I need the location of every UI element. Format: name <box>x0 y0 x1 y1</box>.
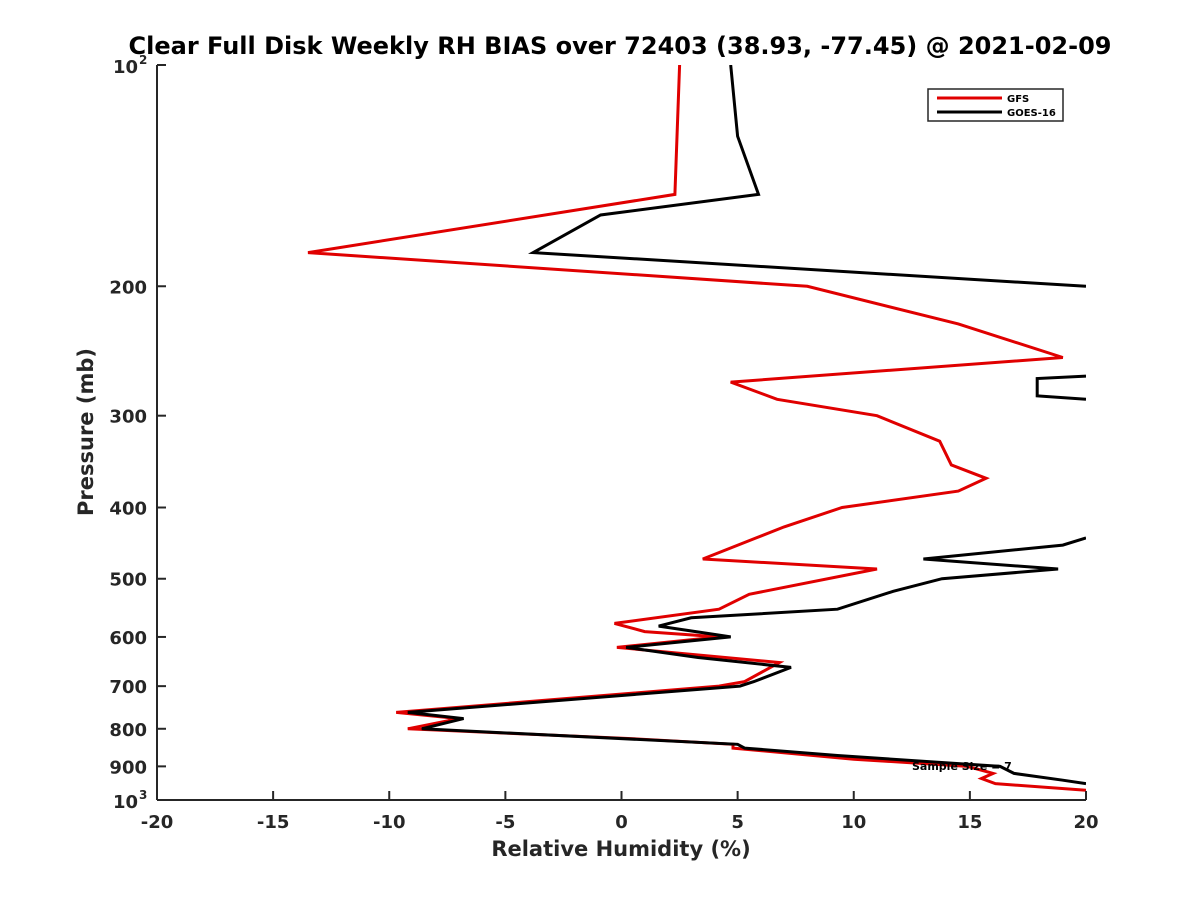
y-tick-label: 700 <box>109 677 147 698</box>
y-axis-label: Pressure (mb) <box>74 348 98 516</box>
y-tick-label: 10 <box>113 792 138 813</box>
x-tick-label: -10 <box>373 812 406 833</box>
y-tick-label: 800 <box>109 720 147 741</box>
y-tick-label: 600 <box>109 628 147 649</box>
y-tick-label: 10 <box>113 57 138 78</box>
x-tick-label: -15 <box>257 812 290 833</box>
x-tick-label: 0 <box>615 812 628 833</box>
y-tick-exponent: 3 <box>139 788 147 802</box>
sample-size-annotation: Sample Size = 7 <box>912 760 1012 773</box>
legend-label-goes-16: GOES-16 <box>1007 108 1056 119</box>
y-tick-label: 400 <box>109 499 147 520</box>
legend-box <box>927 88 1064 122</box>
y-tick-label: 300 <box>109 407 147 428</box>
x-ticks: -20 -15 -10 -5 0 5 10 15 20 <box>141 791 1099 833</box>
y-tick-label: 200 <box>109 277 147 298</box>
plot-lines <box>307 65 1086 792</box>
chart-title: Clear Full Disk Weekly RH BIAS over 7240… <box>129 32 1112 60</box>
series-line-gfs <box>307 65 1086 792</box>
series-line-goes-16 <box>407 65 1086 786</box>
legend-label-gfs: GFS <box>1007 94 1029 105</box>
x-axis-label: Relative Humidity (%) <box>491 837 750 861</box>
x-tick-label: 5 <box>731 812 744 833</box>
x-tick-label: -20 <box>141 812 174 833</box>
y-tick-label: 900 <box>109 757 147 778</box>
x-tick-label: 20 <box>1073 812 1098 833</box>
legend: GFS GOES-16 <box>927 88 1064 122</box>
x-tick-label: -5 <box>495 812 515 833</box>
x-tick-label: 10 <box>841 812 866 833</box>
y-tick-label: 500 <box>109 570 147 591</box>
y-tick-exponent: 2 <box>139 53 147 67</box>
x-tick-label: 15 <box>957 812 982 833</box>
